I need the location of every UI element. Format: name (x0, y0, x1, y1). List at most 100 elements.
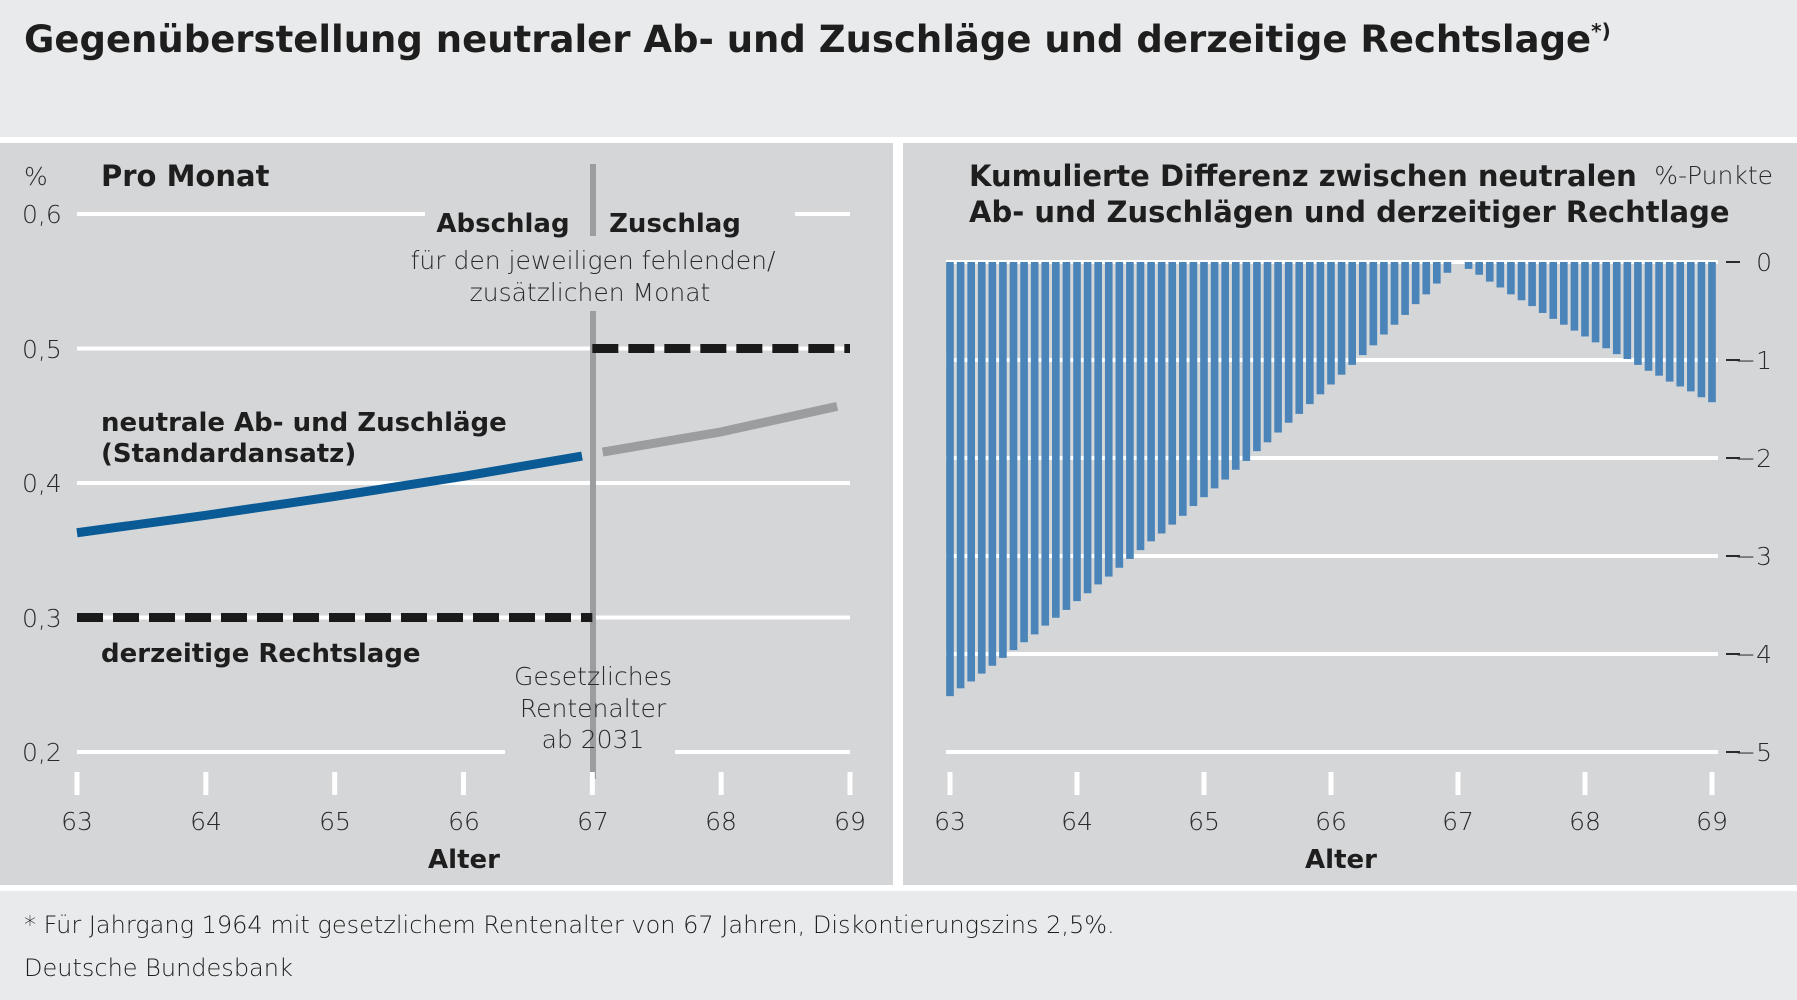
x-tick-label: 67 (577, 807, 609, 836)
x-tick-label: 64 (190, 807, 222, 836)
bar (1358, 262, 1367, 356)
neutral-adjustment-line (601, 401, 839, 457)
neutral-adjustment-line (76, 451, 583, 538)
bar (1665, 262, 1674, 382)
bar (1316, 262, 1325, 395)
annotation-bg (425, 200, 795, 310)
bar (1602, 262, 1610, 349)
bar (1189, 262, 1198, 507)
bar (1644, 262, 1653, 371)
bar (1380, 262, 1388, 335)
bar (1094, 262, 1102, 585)
bar (988, 262, 997, 666)
x-tick-label: 66 (1315, 807, 1347, 836)
bar (1581, 262, 1589, 337)
bar (1284, 262, 1293, 423)
bar (1708, 262, 1716, 403)
bar (1390, 262, 1399, 325)
right-x-ticks (947, 772, 1715, 795)
bar (1475, 262, 1483, 275)
bar (956, 262, 965, 689)
bar (1570, 262, 1579, 331)
x-tick-label: 66 (448, 807, 480, 836)
bar (1062, 262, 1071, 610)
bar (1221, 262, 1229, 480)
bar (1030, 262, 1039, 635)
x-tick-label: 69 (1696, 807, 1728, 836)
bar (1496, 262, 1505, 288)
right-x-axis-label: Alter (1305, 845, 1377, 875)
right-y-unit: %-Punkte (1654, 161, 1773, 190)
source: Deutsche Bundesbank (24, 954, 293, 982)
bar (1612, 262, 1621, 355)
bar (1485, 262, 1494, 282)
bar (1009, 262, 1018, 651)
x-tick-label: 68 (705, 807, 737, 836)
retirement-note-line1: Gesetzliches (514, 662, 672, 691)
bar (1168, 262, 1177, 525)
per-month-note-line1: für den jeweiligen fehlenden/ (411, 246, 776, 275)
bar (1655, 262, 1663, 376)
bar (1433, 262, 1441, 284)
per-month-note-line2: zusätzlichen Monat (470, 278, 711, 307)
bar (1242, 262, 1251, 461)
bar (1697, 262, 1706, 398)
bar (1401, 262, 1409, 315)
bar (1126, 262, 1134, 559)
bar (977, 262, 986, 674)
y-tick-label: 0,2 (22, 738, 62, 767)
y-tick-label: −2 (1735, 444, 1772, 473)
x-tick-label: 64 (1061, 807, 1093, 836)
bar (1210, 262, 1219, 489)
x-tick-label: 65 (319, 807, 351, 836)
left-x-axis-label: Alter (428, 845, 500, 875)
bar (1179, 262, 1187, 516)
y-tick-label: 0,5 (22, 335, 62, 364)
left-x-tick-labels: 63 64 65 66 67 68 69 Alter (61, 807, 866, 875)
bar (1295, 262, 1304, 414)
bar (1306, 262, 1314, 405)
bar (1274, 262, 1282, 433)
x-tick-label: 65 (1188, 807, 1220, 836)
bar (1200, 262, 1208, 498)
y-tick-label: −4 (1735, 640, 1772, 669)
bar (1443, 262, 1452, 273)
bar (1020, 262, 1028, 643)
zuschlag-label: Zuschlag (609, 209, 741, 239)
x-tick-label: 63 (934, 807, 966, 836)
retirement-note-line2: Rentenalter (520, 694, 667, 723)
bar (1538, 262, 1547, 313)
left-y-tick-labels: 0,6 0,5 0,4 0,3 0,2 (22, 200, 62, 767)
figure-title: Gegenüberstellung neutraler Ab- und Zusc… (24, 18, 1611, 61)
right-chart-title-line2: Ab- und Zuschlägen und derzeitiger Recht… (969, 195, 1730, 229)
header-divider (0, 137, 1797, 143)
y-tick-label: −5 (1735, 738, 1772, 767)
right-bars (946, 262, 1716, 697)
bar (1263, 262, 1272, 443)
bar (1634, 262, 1642, 365)
bar (1231, 262, 1240, 470)
neutral-series-label-line1: neutrale Ab- und Zuschläge (101, 408, 507, 438)
y-tick-label: 0,6 (22, 200, 62, 229)
neutral-series-label-line2: (Standardansatz) (101, 439, 356, 469)
bar (1422, 262, 1431, 295)
bar (946, 262, 954, 697)
x-tick-label: 68 (1569, 807, 1601, 836)
right-chart-title-line1: Kumulierte Differenz zwischen neutralen (969, 159, 1637, 193)
bar (1136, 262, 1145, 551)
bar (1676, 262, 1685, 387)
bar (1073, 262, 1081, 602)
y-tick-label: −3 (1735, 542, 1772, 571)
bar (1591, 262, 1600, 343)
bar (1041, 262, 1050, 626)
retirement-note-line3: ab 2031 (542, 725, 645, 754)
footnote: * Für Jahrgang 1964 mit gesetzlichem Ren… (24, 911, 1115, 939)
y-tick-label: −1 (1735, 346, 1772, 375)
bar (1464, 262, 1473, 269)
y-tick-label: 0,4 (22, 469, 62, 498)
bar (1327, 262, 1335, 385)
x-tick-label: 69 (834, 807, 866, 836)
right-x-tick-labels: 63 64 65 66 67 68 69 Alter (934, 807, 1728, 875)
legal-series-label: derzeitige Rechtslage (101, 639, 421, 669)
